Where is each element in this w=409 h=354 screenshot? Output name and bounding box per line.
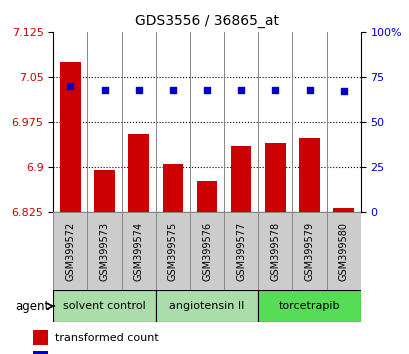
Text: agent: agent: [15, 300, 49, 313]
Bar: [155, 290, 258, 322]
Point: [237, 87, 244, 92]
Bar: [60, 62, 81, 212]
Text: GSM399576: GSM399576: [202, 222, 211, 281]
Bar: [196, 181, 217, 212]
Bar: [299, 138, 319, 212]
Text: GSM399579: GSM399579: [304, 222, 314, 281]
Text: GSM399580: GSM399580: [338, 222, 348, 281]
Bar: [333, 208, 353, 212]
Text: GSM399578: GSM399578: [270, 222, 280, 281]
Bar: [33, 351, 47, 354]
Point: [306, 87, 312, 92]
Text: GSM399575: GSM399575: [167, 222, 178, 281]
Text: GSM399572: GSM399572: [65, 222, 75, 281]
Point: [135, 87, 142, 92]
Bar: [189, 212, 224, 290]
Bar: [326, 212, 360, 290]
Point: [101, 87, 108, 92]
Bar: [230, 146, 251, 212]
Bar: [162, 164, 183, 212]
Text: torcetrapib: torcetrapib: [278, 301, 339, 311]
Bar: [292, 212, 326, 290]
Text: GSM399573: GSM399573: [99, 222, 109, 281]
Text: GSM399577: GSM399577: [236, 222, 246, 281]
Bar: [258, 212, 292, 290]
Point: [169, 87, 176, 92]
Point: [203, 87, 210, 92]
Point: [272, 87, 278, 92]
Bar: [53, 212, 87, 290]
Bar: [87, 212, 121, 290]
Text: angiotensin II: angiotensin II: [169, 301, 244, 311]
Text: transformed count: transformed count: [55, 332, 158, 343]
Bar: [53, 290, 155, 322]
Bar: [121, 212, 155, 290]
Title: GDS3556 / 36865_at: GDS3556 / 36865_at: [135, 14, 279, 28]
Bar: [128, 134, 148, 212]
Bar: [94, 170, 115, 212]
Bar: [224, 212, 258, 290]
Text: solvent control: solvent control: [63, 301, 146, 311]
Point: [67, 83, 74, 89]
Bar: [265, 143, 285, 212]
Point: [339, 88, 346, 94]
Text: GSM399574: GSM399574: [133, 222, 144, 281]
Bar: [155, 212, 189, 290]
Bar: [33, 330, 47, 345]
Bar: [258, 290, 360, 322]
